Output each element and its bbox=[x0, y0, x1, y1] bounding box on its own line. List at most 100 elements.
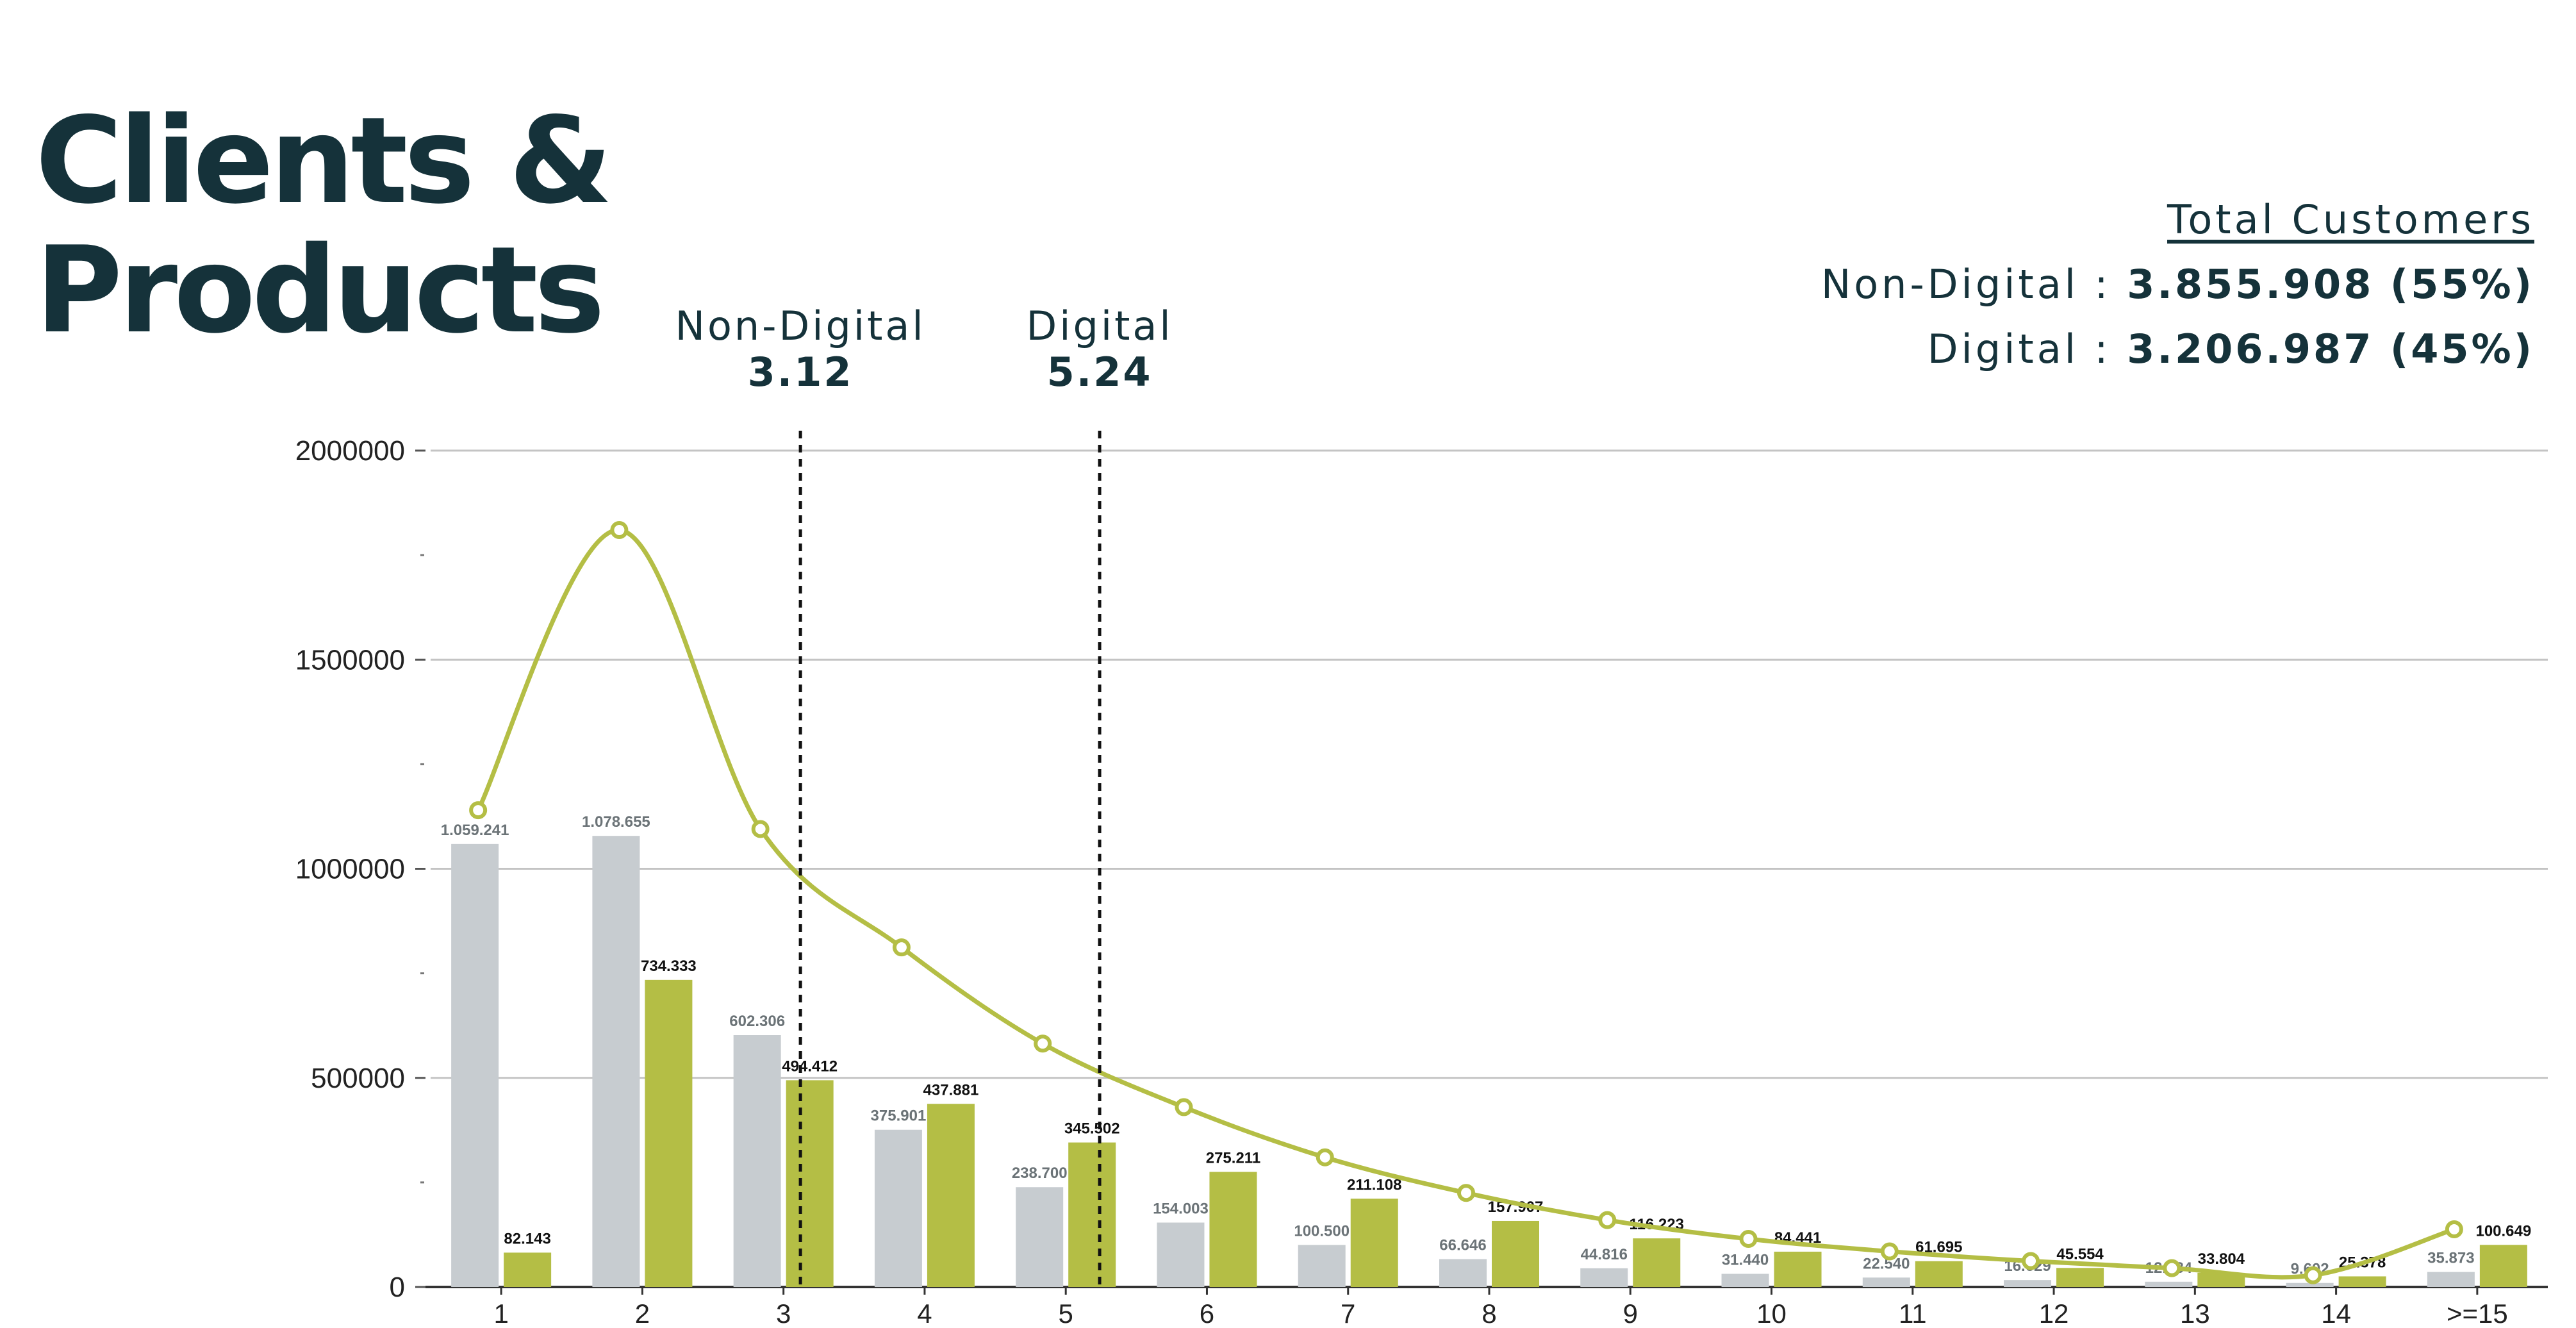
bar-digital bbox=[1068, 1142, 1116, 1287]
data-label-digital: 82.143 bbox=[504, 1230, 550, 1247]
data-label-digital: 275.211 bbox=[1206, 1149, 1260, 1166]
data-label-non-digital: 66.646 bbox=[1439, 1237, 1486, 1254]
trend-line bbox=[476, 527, 2455, 1280]
page-title-line-1: Clients & bbox=[35, 91, 613, 230]
bar-digital bbox=[1492, 1220, 1539, 1287]
bar-digital bbox=[504, 1252, 552, 1287]
x-tick-label: 9 bbox=[1623, 1299, 1638, 1328]
mean-marker-value: 5.24 bbox=[1047, 349, 1153, 395]
trend-point bbox=[1457, 1184, 1475, 1202]
data-label-digital: 100.649 bbox=[2475, 1222, 2531, 1240]
x-tick-label: 11 bbox=[1899, 1299, 1927, 1328]
bar-digital bbox=[1350, 1199, 1398, 1287]
data-label-non-digital: 1.078.655 bbox=[582, 813, 650, 831]
x-tick-label: 14 bbox=[2321, 1299, 2351, 1328]
bar-non-digital bbox=[2145, 1281, 2193, 1287]
x-tick-label: 7 bbox=[1341, 1299, 1355, 1328]
y-tick-label: 1000000 bbox=[295, 854, 405, 885]
data-label-digital: 734.333 bbox=[641, 958, 697, 975]
bar-non-digital bbox=[1862, 1277, 1910, 1287]
bar-digital bbox=[1633, 1238, 1681, 1287]
x-tick-label: 5 bbox=[1059, 1299, 1073, 1328]
total-customers-summary: Total Customers Non-Digital : 3.855.908 … bbox=[1821, 196, 2534, 372]
non-digital-total-value: 3.855.908 (55%) bbox=[2127, 261, 2534, 308]
trend-point bbox=[610, 520, 629, 539]
x-tick-label: 1 bbox=[493, 1299, 508, 1328]
bar-digital bbox=[927, 1104, 975, 1287]
x-tick-label: 13 bbox=[2180, 1299, 2210, 1328]
x-tick-label: 3 bbox=[776, 1299, 791, 1328]
data-label-non-digital: 35.873 bbox=[2427, 1250, 2474, 1267]
data-label-non-digital: 238.700 bbox=[1012, 1165, 1068, 1182]
bar-non-digital bbox=[733, 1034, 781, 1287]
x-tick-label: 4 bbox=[917, 1299, 932, 1328]
y-tick-label: 2000000 bbox=[295, 435, 405, 467]
x-tick-label: >=15 bbox=[2447, 1299, 2508, 1328]
trend-point bbox=[469, 801, 488, 820]
data-label-non-digital: 375.901 bbox=[871, 1108, 927, 1125]
total-customers-heading: Total Customers bbox=[2167, 196, 2534, 243]
x-tick-label: 10 bbox=[1756, 1299, 1787, 1328]
digital-total-label: Digital : bbox=[1927, 326, 2111, 372]
digital-total-value: 3.206.987 (45%) bbox=[2127, 326, 2534, 372]
non-digital-total-label: Non-Digital : bbox=[1821, 261, 2111, 308]
bar-non-digital bbox=[451, 843, 499, 1287]
bar-non-digital bbox=[2286, 1282, 2334, 1287]
bar-non-digital bbox=[1157, 1222, 1205, 1287]
trend-point bbox=[1598, 1211, 1617, 1229]
bar-digital bbox=[2056, 1268, 2104, 1287]
bar-non-digital bbox=[874, 1129, 922, 1287]
x-tick-label: 8 bbox=[1482, 1299, 1496, 1328]
trend-point bbox=[751, 820, 770, 838]
bar-non-digital bbox=[592, 836, 640, 1287]
mean-marker-label: Non-Digital bbox=[675, 303, 926, 349]
trend-point bbox=[1316, 1148, 1334, 1166]
page-title-line-2: Products bbox=[35, 220, 605, 360]
mean-marker-label: Digital bbox=[1027, 303, 1173, 349]
data-label-non-digital: 31.440 bbox=[1722, 1251, 1769, 1268]
data-label-digital: 494.412 bbox=[782, 1058, 838, 1075]
bar-non-digital bbox=[1298, 1245, 1346, 1287]
bar-non-digital bbox=[1016, 1187, 1064, 1287]
bar-digital bbox=[2197, 1272, 2245, 1287]
trend-point bbox=[1739, 1229, 1758, 1248]
bar-non-digital bbox=[1721, 1274, 1769, 1287]
bar-digital bbox=[645, 979, 693, 1287]
trend-point bbox=[2304, 1266, 2322, 1284]
bar-non-digital bbox=[1580, 1268, 1628, 1287]
bar-non-digital bbox=[2004, 1280, 2052, 1287]
trend-point bbox=[1034, 1034, 1052, 1053]
bar-non-digital bbox=[2427, 1272, 2475, 1287]
data-label-digital: 33.804 bbox=[2198, 1250, 2245, 1268]
trend-point bbox=[2445, 1220, 2463, 1238]
y-tick-label: 0 bbox=[390, 1272, 405, 1303]
data-label-digital: 45.554 bbox=[2056, 1245, 2104, 1263]
trend-point bbox=[1880, 1242, 1899, 1261]
trend-point bbox=[892, 938, 911, 957]
data-label-digital: 211.108 bbox=[1347, 1176, 1401, 1193]
bar-digital bbox=[2479, 1245, 2527, 1287]
bar-digital bbox=[1915, 1261, 1963, 1287]
data-label-non-digital: 602.306 bbox=[729, 1013, 785, 1030]
bar-digital bbox=[1774, 1251, 1822, 1287]
bar-digital bbox=[1209, 1172, 1257, 1287]
data-label-digital: 437.881 bbox=[923, 1081, 979, 1099]
y-tick-label: 1500000 bbox=[295, 644, 405, 676]
data-label-non-digital: 44.816 bbox=[1581, 1246, 1628, 1263]
non-digital-total-row: Non-Digital : 3.855.908 (55%) bbox=[1821, 261, 2534, 308]
bar-non-digital bbox=[1439, 1259, 1487, 1287]
trend-point bbox=[2163, 1259, 2181, 1277]
x-tick-label: 6 bbox=[1200, 1299, 1214, 1328]
trend-point bbox=[2022, 1252, 2040, 1270]
page-title: Clients & Products bbox=[35, 91, 613, 360]
bar-digital bbox=[786, 1080, 834, 1287]
data-label-non-digital: 154.003 bbox=[1153, 1200, 1209, 1218]
x-tick-label: 2 bbox=[635, 1299, 650, 1328]
mean-marker-value: 3.12 bbox=[748, 349, 854, 395]
data-label-digital: 345.502 bbox=[1064, 1120, 1120, 1138]
trend-point bbox=[1175, 1098, 1193, 1116]
digital-total-row: Digital : 3.206.987 (45%) bbox=[1821, 326, 2534, 372]
bar-digital bbox=[2338, 1276, 2386, 1287]
data-label-non-digital: 100.500 bbox=[1294, 1222, 1350, 1240]
